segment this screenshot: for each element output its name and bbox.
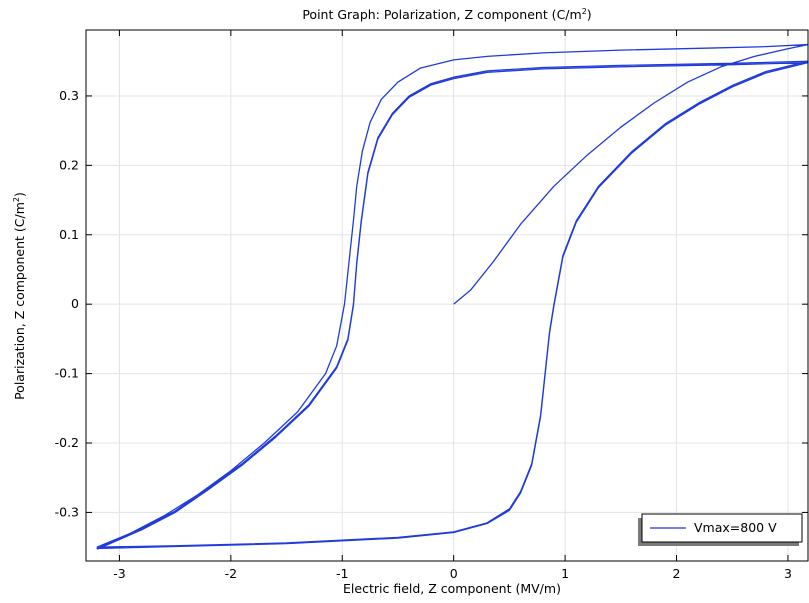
legend: Vmax=800 V [638, 513, 803, 546]
x-tick-label: 2 [673, 566, 681, 581]
y-tick-label: -0.1 [55, 366, 79, 381]
x-tick-label: 3 [784, 566, 792, 581]
y-tick-label: 0 [71, 296, 79, 311]
x-tick-label: -1 [336, 566, 348, 581]
x-tick-label: -2 [225, 566, 237, 581]
y-tick-label: -0.3 [55, 504, 79, 519]
legend-entry: Vmax=800 V [694, 520, 777, 535]
x-axis-label: Electric field, Z component (MV/m) [343, 581, 561, 596]
y-tick-label: 0.3 [59, 88, 79, 103]
series-line-0 [96, 43, 809, 550]
chart-title: Point Graph: Polarization, Z component (… [302, 7, 591, 22]
y-tick-label: -0.2 [55, 435, 79, 450]
ticks [86, 30, 808, 561]
plot-frame [85, 29, 809, 562]
y-tick-label: 0.2 [59, 157, 79, 172]
y-axis-label: Polarization, Z component (C/m2) [12, 192, 27, 400]
tick-labels: -3 -2 -1 0 1 2 3 -0.3 -0.2 -0.1 0 0.1 0.2 0.3 [55, 88, 792, 581]
x-tick-label: -3 [113, 566, 125, 581]
x-tick-label: 0 [450, 566, 458, 581]
x-tick-label: 1 [561, 566, 569, 581]
series-group [96, 43, 809, 550]
plot-background [86, 30, 808, 561]
y-tick-label: 0.1 [59, 227, 79, 242]
